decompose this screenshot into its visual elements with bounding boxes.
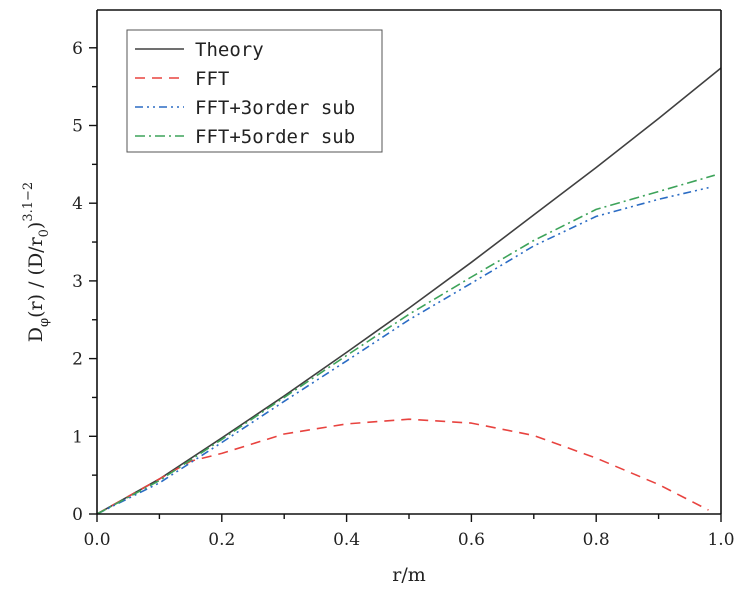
x-axis-label: r/m bbox=[392, 564, 426, 586]
legend-label: FFT bbox=[195, 68, 229, 90]
y-axis-ticks: 0 1 2 3 4 5 6 bbox=[72, 39, 97, 525]
legend-box bbox=[126, 29, 383, 153]
x-tick-label: 1.0 bbox=[707, 530, 734, 550]
x-tick-label: 0.0 bbox=[83, 530, 110, 550]
x-tick-label: 0.6 bbox=[458, 530, 485, 550]
y-tick-label: 5 bbox=[72, 117, 83, 137]
y-tick-label: 1 bbox=[72, 427, 83, 447]
svg-text:Dφ(r) / (D/r0)3.1−2: Dφ(r) / (D/r0)3.1−2 bbox=[21, 182, 52, 342]
series-fft-5order-sub bbox=[96, 174, 716, 515]
x-tick-label: 0.4 bbox=[333, 530, 360, 550]
x-tick-label: 0.8 bbox=[583, 530, 610, 550]
x-tick-label: 0.2 bbox=[208, 530, 235, 550]
series-layer bbox=[96, 67, 722, 515]
y-tick-label: 3 bbox=[72, 272, 83, 292]
y-tick-label: 0 bbox=[72, 505, 83, 525]
legend-label: Theory bbox=[195, 39, 264, 61]
series-fft bbox=[96, 418, 709, 515]
legend-label: FFT+3order sub bbox=[195, 97, 355, 119]
y-tick-label: 2 bbox=[72, 350, 83, 370]
y-tick-label: 4 bbox=[72, 194, 83, 214]
y-axis-label: Dφ(r) / (D/r0)3.1−2 bbox=[21, 182, 52, 342]
x-axis-ticks: 0.0 0.2 0.4 0.6 0.8 1.0 bbox=[83, 514, 735, 550]
series-theory bbox=[96, 67, 722, 515]
y-tick-label: 6 bbox=[72, 39, 83, 59]
legend: Theory FFT FFT+3order sub FFT+5order sub bbox=[126, 29, 383, 153]
legend-label: FFT+5order sub bbox=[195, 126, 355, 148]
series-fft-3order-sub bbox=[96, 186, 709, 515]
